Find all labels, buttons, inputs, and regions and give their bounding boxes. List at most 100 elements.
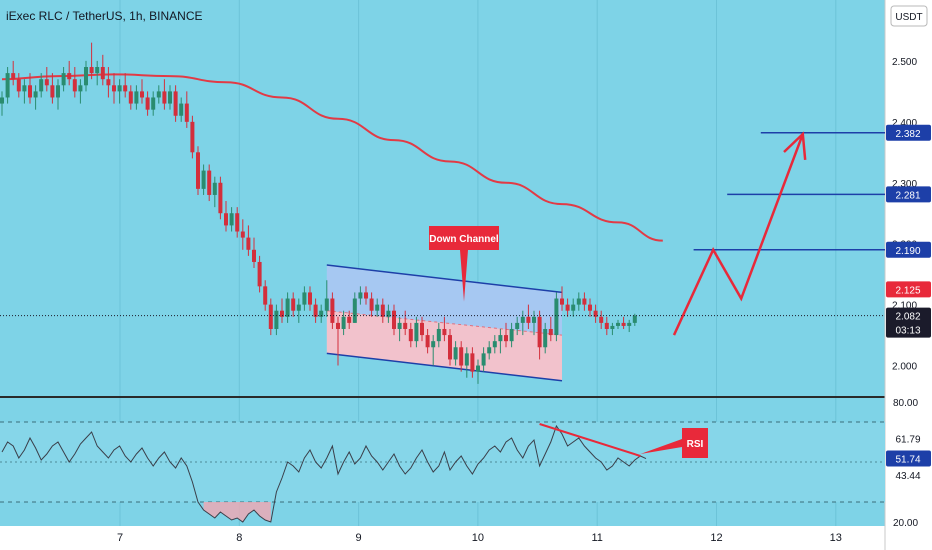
candle[interactable] [532, 310, 536, 336]
candle[interactable] [610, 322, 615, 336]
candle[interactable] [100, 54, 105, 86]
candle[interactable] [84, 60, 88, 92]
projection-path[interactable] [672, 133, 804, 336]
candle[interactable] [464, 347, 469, 378]
candle[interactable] [274, 304, 279, 336]
candle[interactable] [565, 298, 570, 317]
candle[interactable] [593, 304, 598, 323]
candle[interactable] [5, 67, 10, 104]
candle[interactable] [308, 286, 312, 311]
candle[interactable] [106, 67, 111, 98]
candle[interactable] [515, 316, 520, 336]
candle[interactable] [28, 73, 32, 104]
candle[interactable] [336, 316, 340, 366]
candle[interactable] [599, 310, 604, 329]
down-channel-callout[interactable]: Down Channel [429, 226, 499, 302]
candle[interactable] [425, 328, 430, 354]
candle[interactable] [330, 292, 335, 329]
candle[interactable] [543, 322, 548, 354]
candle[interactable] [436, 322, 441, 348]
candle[interactable] [44, 67, 49, 92]
candle[interactable] [386, 304, 391, 323]
candle[interactable] [369, 292, 374, 317]
candle[interactable] [61, 67, 66, 92]
candle[interactable] [380, 298, 385, 323]
candle[interactable] [162, 79, 167, 110]
candle[interactable] [324, 280, 329, 317]
candle[interactable] [537, 310, 542, 360]
candle[interactable] [112, 73, 116, 104]
candle[interactable] [184, 91, 189, 128]
candle[interactable] [347, 310, 352, 329]
rsi-line[interactable] [1, 424, 647, 523]
ma-line[interactable] [1, 73, 663, 242]
candle[interactable] [268, 298, 273, 336]
candle[interactable] [235, 207, 240, 238]
rsi-callout[interactable]: RSI [640, 428, 708, 458]
candle[interactable] [207, 164, 212, 202]
candle[interactable] [571, 298, 576, 317]
candle[interactable] [403, 310, 408, 336]
candle[interactable] [313, 298, 318, 323]
candle[interactable] [588, 298, 592, 317]
candle[interactable] [431, 335, 436, 366]
candle[interactable] [492, 335, 497, 354]
candle[interactable] [173, 85, 178, 122]
candle[interactable] [39, 73, 44, 98]
candle[interactable] [78, 79, 83, 104]
candle[interactable] [560, 286, 564, 311]
candle[interactable] [526, 304, 531, 329]
candle[interactable] [67, 60, 72, 86]
candle[interactable] [224, 201, 228, 232]
candle[interactable] [117, 79, 122, 104]
candle[interactable] [442, 316, 447, 342]
currency-button[interactable]: USDT [890, 5, 928, 27]
candle[interactable] [16, 73, 21, 98]
candle[interactable] [218, 176, 223, 220]
candle[interactable] [140, 79, 144, 104]
candle[interactable] [481, 347, 486, 372]
candle[interactable] [576, 292, 581, 311]
candle[interactable] [168, 85, 172, 110]
candle[interactable] [504, 322, 508, 348]
candle[interactable] [123, 73, 128, 98]
candle[interactable] [263, 280, 268, 311]
candle[interactable] [179, 97, 184, 122]
candle[interactable] [487, 341, 492, 360]
candle[interactable] [319, 304, 324, 323]
candle[interactable] [296, 298, 301, 323]
candle[interactable] [89, 42, 94, 80]
candle[interactable] [554, 292, 559, 342]
channel-bottom-line[interactable] [326, 352, 563, 382]
candle[interactable] [627, 319, 632, 333]
candle[interactable] [291, 292, 296, 317]
candle[interactable] [50, 73, 55, 104]
candle[interactable] [604, 316, 609, 336]
candle[interactable] [364, 286, 368, 305]
candle[interactable] [352, 292, 357, 323]
candle[interactable] [459, 341, 464, 372]
candle[interactable] [257, 255, 262, 293]
candle[interactable] [509, 322, 514, 348]
candle[interactable] [196, 146, 200, 195]
candle[interactable] [408, 322, 413, 348]
candle[interactable] [302, 286, 307, 311]
candle[interactable] [134, 85, 139, 110]
candle[interactable] [212, 176, 217, 208]
candle[interactable] [145, 91, 150, 116]
candle[interactable] [341, 310, 346, 336]
candle[interactable] [414, 316, 419, 348]
candle[interactable] [95, 60, 100, 86]
candle[interactable] [201, 164, 206, 195]
candle[interactable] [453, 341, 458, 366]
candle[interactable] [582, 292, 587, 311]
candle[interactable] [56, 79, 60, 110]
candle[interactable] [420, 316, 424, 342]
candle[interactable] [33, 85, 38, 110]
candle[interactable] [358, 286, 363, 305]
candle[interactable] [156, 85, 161, 104]
candle[interactable] [22, 79, 27, 104]
candle[interactable] [476, 359, 480, 384]
candle[interactable] [470, 347, 475, 378]
candle[interactable] [246, 225, 251, 256]
